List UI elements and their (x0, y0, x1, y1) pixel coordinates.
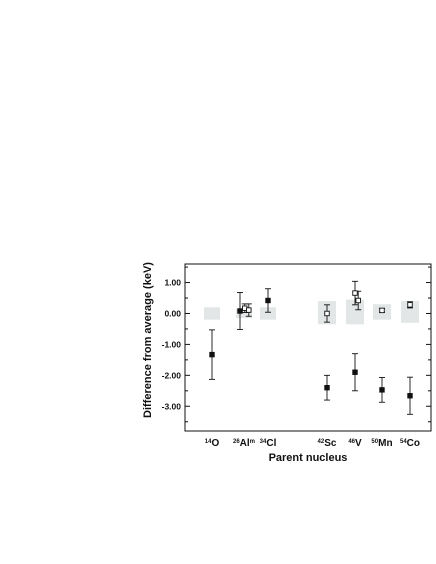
y-tick-label: 0.00 (164, 308, 181, 318)
x-category-labels: 14O 26Alm 34Cl 42Sc 46V 50Mn 54Co (205, 438, 420, 449)
filled-square-marker-Al26m (237, 308, 243, 314)
open-square-marker-V46 (355, 297, 361, 304)
y-axis-title: Difference from average (keV) (142, 262, 154, 418)
open-square-marker-Mn50 (379, 307, 385, 314)
y-tick-label: -3.00 (162, 401, 182, 411)
y-tick-label: -2.00 (162, 370, 182, 380)
uncertainty-band-Cl34 (260, 307, 276, 320)
x-category-label-V46: 46V (348, 438, 362, 449)
x-axis-title: Parent nucleus (269, 452, 348, 464)
uncertainty-band-Al26m (236, 308, 252, 319)
x-category-label-Al26m: 26Alm (233, 438, 255, 449)
open-square-marker-Co54 (407, 302, 413, 308)
uncertainty-band-O14 (204, 307, 220, 320)
filled-square-marker-Co54 (407, 393, 413, 399)
filled-square-marker-Sc42 (324, 385, 330, 391)
filled-square-marker-O14 (209, 351, 215, 358)
filled-square-marker-Cl34 (265, 297, 271, 304)
open-square-marker-Sc42 (324, 310, 330, 317)
error-bars (209, 280, 413, 415)
filled-square-marker-Mn50 (379, 387, 385, 393)
uncertainty-bands (204, 299, 419, 325)
plot-frame (184, 263, 432, 432)
uncertainty-band-Co54 (401, 301, 419, 323)
x-category-label-Co54: 54Co (400, 438, 420, 449)
open-square-marker-Al26m (246, 307, 252, 313)
open-square-marker-V46 (352, 290, 358, 296)
y-tick-label: -1.00 (162, 339, 182, 349)
x-category-label-Mn50: 50Mn (371, 438, 392, 449)
x-category-label-O14: 14O (205, 438, 220, 449)
y-tick-labels: 1.00 0.00 -1.00 -2.00 -3.00 (162, 278, 182, 412)
data-markers (209, 290, 413, 399)
x-category-label-Cl34: 34Cl (260, 438, 277, 449)
y-tick-label: 1.00 (164, 278, 181, 288)
filled-square-marker-V46 (352, 369, 358, 375)
uncertainty-band-V46 (346, 299, 364, 325)
x-category-label-Sc42: 42Sc (318, 438, 337, 449)
axis-ticks (185, 266, 431, 423)
